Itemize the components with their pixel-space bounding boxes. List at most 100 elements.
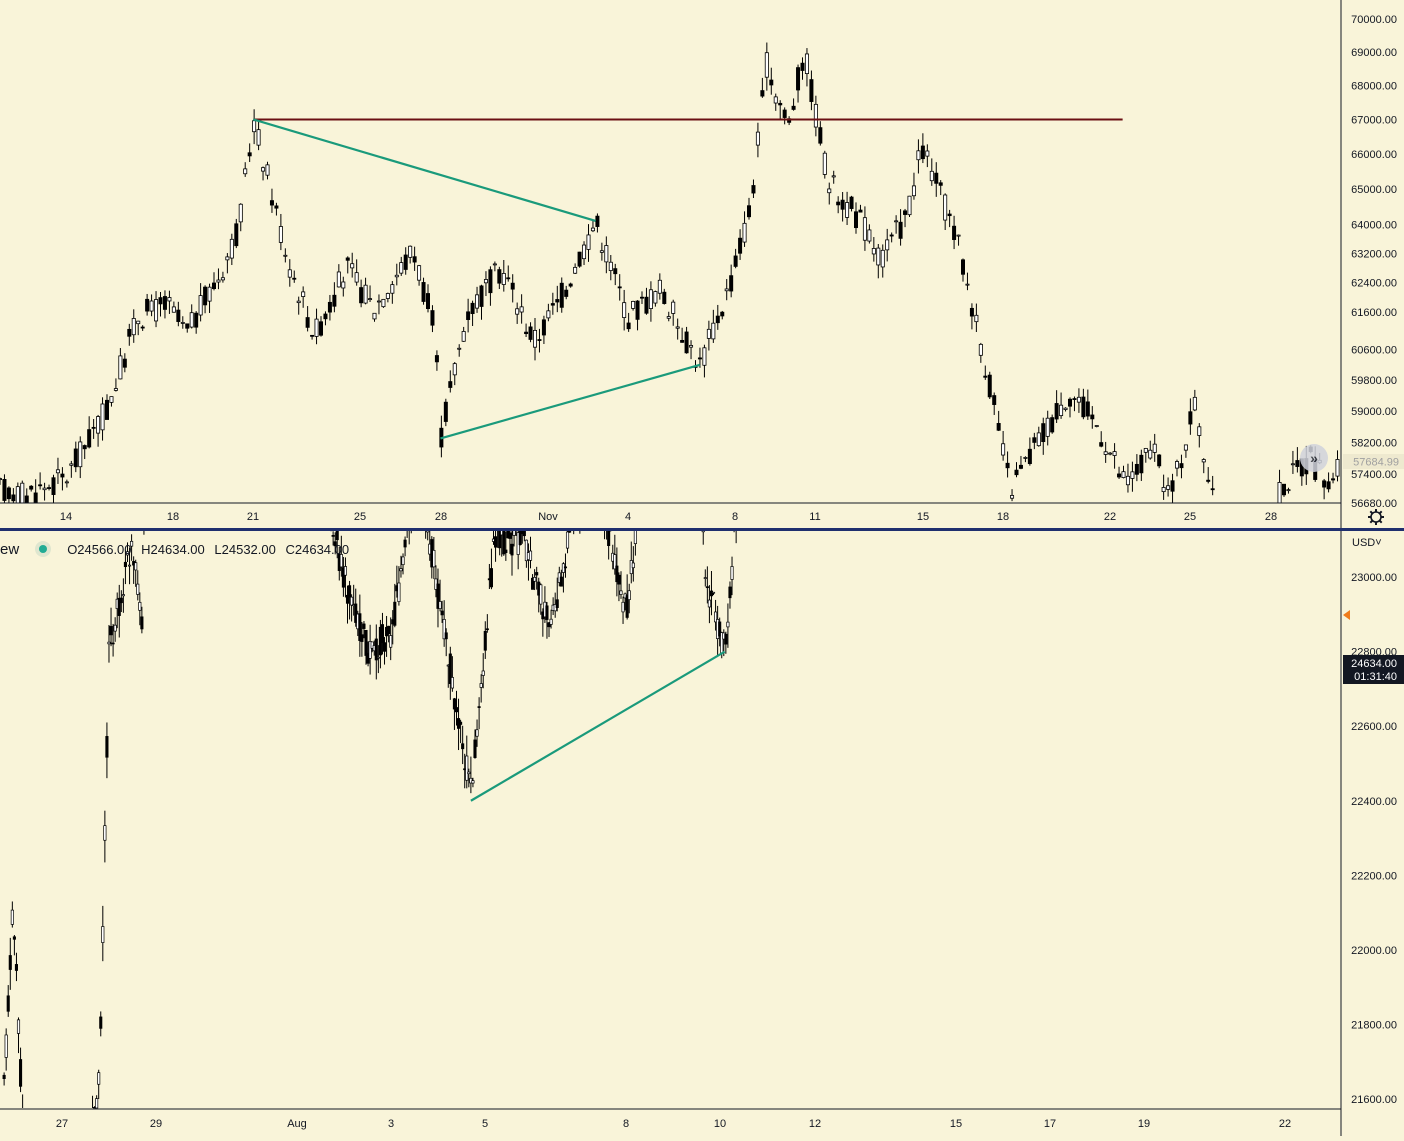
candle-body — [703, 577, 707, 579]
candle-body — [1090, 414, 1095, 420]
candle-body — [220, 277, 225, 281]
x-tick-label: 3 — [388, 1118, 394, 1130]
candle-body — [301, 291, 306, 297]
top-x-axis-ticks: 14 18 21 25 28 Nov 4 8 11 15 18 22 25 28 — [60, 511, 1277, 523]
candle-body — [831, 175, 836, 178]
candle-body — [278, 226, 283, 243]
y-tick-label: 59000.00 — [1351, 406, 1397, 418]
candle-body — [105, 399, 110, 420]
candle-body — [492, 263, 497, 266]
candle-body — [615, 565, 619, 583]
y-tick-label: 22200.00 — [1351, 870, 1397, 882]
candle-body — [705, 586, 709, 589]
candle-body — [1063, 407, 1068, 410]
candle-body — [796, 67, 801, 91]
candle-body — [617, 286, 622, 289]
candle-body — [73, 448, 78, 468]
candle-body — [845, 202, 850, 218]
top-overlays-group — [252, 118, 1123, 440]
candle-body — [51, 477, 56, 495]
candle-body — [335, 530, 339, 541]
candle-body — [858, 209, 863, 213]
currency-label: USD — [1352, 537, 1376, 549]
candle-body — [1018, 464, 1023, 469]
x-tick-label: 22 — [1104, 511, 1116, 523]
pane-divider[interactable] — [0, 528, 1404, 531]
candle-body — [1148, 449, 1153, 459]
candle-body — [403, 254, 408, 270]
top-chart-pane[interactable]: 70000.00 69000.00 68000.00 67000.00 66000.00… — [0, 0, 1404, 528]
candle-body — [0, 478, 3, 480]
candle-body — [1282, 483, 1287, 496]
candle-body — [78, 441, 83, 468]
trend-line[interactable] — [440, 363, 701, 440]
candle-body — [730, 566, 734, 580]
candle-body — [481, 670, 485, 676]
candle-body — [506, 277, 511, 280]
candle-body — [563, 566, 568, 569]
candle-body — [100, 403, 105, 431]
candle-body — [448, 381, 453, 388]
trend-line[interactable] — [252, 118, 596, 222]
candle-body — [117, 597, 121, 616]
top-chart-svg[interactable]: 70000.00 69000.00 68000.00 67000.00 66000.00… — [0, 0, 1404, 528]
candle-body — [140, 326, 145, 329]
candle-body — [550, 303, 555, 306]
candle-body — [512, 529, 516, 536]
ohlc-low: L24532.00 — [214, 541, 276, 557]
candle-body — [911, 185, 916, 197]
y-tick-label: 64000.00 — [1351, 219, 1397, 231]
candle-body — [318, 321, 323, 336]
candle-body — [333, 541, 337, 547]
candle-body — [524, 331, 529, 335]
candle-body — [992, 395, 997, 405]
double-chevron-right-icon: » — [1310, 450, 1318, 466]
candle-body — [376, 300, 381, 303]
candle-body — [1005, 462, 1010, 469]
x-tick-label: 19 — [1138, 1118, 1150, 1130]
candle-body — [368, 641, 372, 659]
candle-body — [599, 250, 604, 253]
candle-body — [1108, 452, 1113, 455]
candle-body — [715, 315, 720, 324]
candle-body — [510, 282, 515, 290]
candle-body — [1001, 443, 1006, 456]
candle-body — [19, 1059, 23, 1087]
candle-body — [1143, 448, 1148, 453]
candle-body — [20, 482, 25, 504]
candle-body — [1286, 489, 1291, 492]
settings-button[interactable] — [1366, 507, 1386, 527]
currency-selector[interactable]: USD˅ — [1352, 537, 1382, 549]
candle-body — [60, 473, 65, 478]
scroll-to-realtime-button[interactable]: » — [1300, 444, 1328, 472]
candle-body — [118, 355, 123, 380]
candle-body — [1130, 471, 1135, 479]
candle-body — [983, 375, 988, 378]
symbol-title[interactable]: ew — [0, 540, 20, 558]
candle-body — [840, 199, 845, 210]
candle-body — [459, 721, 463, 725]
candle-body — [653, 291, 658, 304]
candle-body — [345, 594, 350, 604]
candle-body — [769, 79, 774, 86]
trend-line[interactable] — [470, 650, 726, 802]
candle-body — [432, 549, 436, 568]
candle-body — [119, 597, 123, 604]
candle-body — [162, 296, 167, 310]
ohlc-values: O24566.00 H24634.00 L24532.00 C24634.00 — [67, 542, 355, 557]
x-tick-label: 28 — [1265, 511, 1277, 523]
candle-body — [376, 656, 380, 659]
candle-body — [666, 316, 671, 319]
candle-body — [103, 825, 107, 841]
candle-body — [461, 331, 466, 342]
candle-body — [943, 194, 948, 221]
candle-body — [394, 274, 399, 278]
x-tick-label: 15 — [917, 511, 929, 523]
candle-body — [657, 279, 662, 294]
candle-body — [1117, 473, 1122, 478]
candle-body — [626, 322, 631, 330]
candle-body — [813, 103, 818, 128]
candle-body — [399, 568, 403, 572]
